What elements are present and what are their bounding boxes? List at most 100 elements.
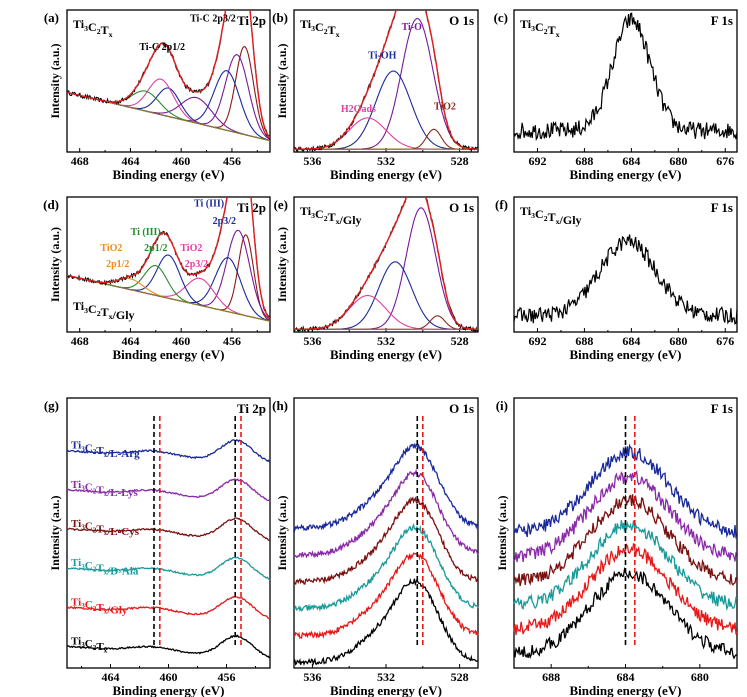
panel-label: (b) xyxy=(272,10,288,25)
panel-label: (a) xyxy=(44,10,59,25)
x-axis-label: Binding energy (eV) xyxy=(570,167,682,182)
series-ti3c2tx xyxy=(293,577,479,667)
x-tick-label: 464 xyxy=(102,670,120,684)
peak-annotation: Ti-OH xyxy=(368,50,396,61)
x-tick-label: 464 xyxy=(121,154,139,168)
panel-title: O 1s xyxy=(449,13,474,28)
x-tick-label: 688 xyxy=(575,154,593,168)
x-tick-label: 464 xyxy=(121,334,139,348)
x-tick-label: 532 xyxy=(377,154,395,168)
sample-label: Ti3C2Tx/Gly xyxy=(300,204,362,227)
fit-envelope xyxy=(294,197,478,330)
f1s-spectrum xyxy=(513,234,738,325)
x-tick-label: 456 xyxy=(218,670,236,684)
x-tick-label: 468 xyxy=(71,154,89,168)
x-axis-label: Binding energy (eV) xyxy=(570,683,682,697)
panel-e: 536 532 528 Binding energy (eV) Intensity (a… xyxy=(274,196,479,362)
x-tick-label: 536 xyxy=(303,670,321,684)
x-tick-label: 676 xyxy=(716,154,734,168)
plot-frame xyxy=(513,196,738,333)
series-ti3c2tx-d-ala xyxy=(293,523,479,613)
peak-annotation: TiO2 xyxy=(100,243,122,254)
peak-annotation: Ti-C 2p1/2 xyxy=(139,42,185,53)
x-tick-label: 468 xyxy=(71,334,89,348)
peak-annotation: 2p3/2 xyxy=(185,259,208,270)
x-tick-label: 456 xyxy=(223,334,241,348)
x-tick-label: 684 xyxy=(622,334,640,348)
x-axis-label: Binding energy (eV) xyxy=(330,683,442,697)
series-ti3c2tx-gly xyxy=(66,595,271,620)
peak-annotation: Ti-C 2p3/2 xyxy=(190,13,236,24)
peak-annotation: TiO2 xyxy=(434,101,456,112)
y-axis-label: Intensity (a.u.) xyxy=(495,495,509,570)
series-label: Ti3C2Tx/L-Lys xyxy=(71,479,139,499)
series-label: Ti3C2Tx/L-Arg xyxy=(71,440,140,460)
panel-title: O 1s xyxy=(449,200,474,215)
peak-annotation: 2p1/2 xyxy=(106,259,129,270)
x-tick-label: 460 xyxy=(172,154,190,168)
panel-f: 692 688 684 680 676 Binding energy (eV) (f) F 1… xyxy=(495,196,738,362)
panel-label: (f) xyxy=(495,197,508,212)
series-ti3c2tx-l-arg xyxy=(66,438,271,463)
component-comp3 xyxy=(67,70,270,142)
y-axis-label: Intensity (a.u.) xyxy=(48,495,62,570)
panel-c: 692 688 684 680 676 Binding energy (eV) (c) F 1… xyxy=(494,9,738,182)
x-tick-label: 536 xyxy=(303,154,321,168)
plot-frame xyxy=(66,196,271,333)
component-ti-c-2p3-2 xyxy=(67,46,270,140)
series-label: Ti3C2Tx/D-Ala xyxy=(71,557,139,577)
plot-area xyxy=(67,10,270,142)
y-axis-label: Intensity (a.u.) xyxy=(275,43,289,118)
panel-label: (d) xyxy=(43,197,59,212)
x-tick-label: 532 xyxy=(377,334,395,348)
raw-spectrum xyxy=(67,10,270,140)
series-label: Ti3C2Tx/Gly xyxy=(71,596,128,616)
x-tick-label: 692 xyxy=(528,334,546,348)
series-ti3c2tx-l-arg xyxy=(293,442,479,533)
peak-annotation: Ti-O xyxy=(402,22,423,33)
y-axis-label: Intensity (a.u.) xyxy=(48,227,62,302)
x-tick-label: 460 xyxy=(160,670,178,684)
series-ti3c2tx-gly xyxy=(513,543,738,636)
x-axis-label: Binding energy (eV) xyxy=(113,683,225,697)
x-axis-label: Binding energy (eV) xyxy=(330,167,442,182)
x-tick-label: 460 xyxy=(172,334,190,348)
peak-annotation: H2Oads xyxy=(341,104,376,115)
series-ti3c2tx-d-ala xyxy=(67,556,271,581)
panel-title: F 1s xyxy=(711,13,733,28)
x-tick-label: 536 xyxy=(303,334,321,348)
x-axis-label: Binding energy (eV) xyxy=(113,167,225,182)
series-label: Ti3C2Tx/L-Cys xyxy=(71,518,140,538)
peak-annotation: Ti (III) xyxy=(194,198,224,209)
component-c2 xyxy=(294,261,478,330)
plot-area xyxy=(294,197,478,332)
x-tick-label: 692 xyxy=(528,154,546,168)
panel-label: (i) xyxy=(496,398,508,413)
peak-annotation: 2p3/2 xyxy=(213,216,236,227)
plot-frame xyxy=(66,9,271,153)
x-tick-label: 684 xyxy=(617,670,635,684)
x-tick-label: 688 xyxy=(542,670,560,684)
fit-envelope xyxy=(67,10,270,139)
panel-label: (h) xyxy=(272,398,288,413)
panel-title: Ti 2p xyxy=(237,401,266,416)
x-axis-label: Binding energy (eV) xyxy=(113,347,225,362)
sample-label: Ti3C2Tx/Gly xyxy=(73,299,135,322)
series-ti3c2tx-l-arg xyxy=(513,443,738,539)
y-axis-label: Intensity (a.u.) xyxy=(48,43,62,118)
y-axis-label: Intensity (a.u.) xyxy=(275,495,289,570)
series-ti3c2tx-gly xyxy=(293,552,479,640)
sample-label: Ti3C2Tx xyxy=(520,17,560,39)
x-tick-label: 456 xyxy=(223,154,241,168)
series-label: Ti3C2Tx xyxy=(71,635,108,654)
series-ti3c2tx-l-lys xyxy=(66,478,271,502)
series-ti3c2tx xyxy=(66,634,271,659)
plot-area xyxy=(67,197,270,322)
y-axis-label: Intensity (a.u.) xyxy=(275,227,289,302)
plot-area xyxy=(294,10,478,152)
panel-label: (e) xyxy=(274,197,288,212)
fit-envelope xyxy=(294,10,478,150)
plot-frame xyxy=(293,397,479,669)
